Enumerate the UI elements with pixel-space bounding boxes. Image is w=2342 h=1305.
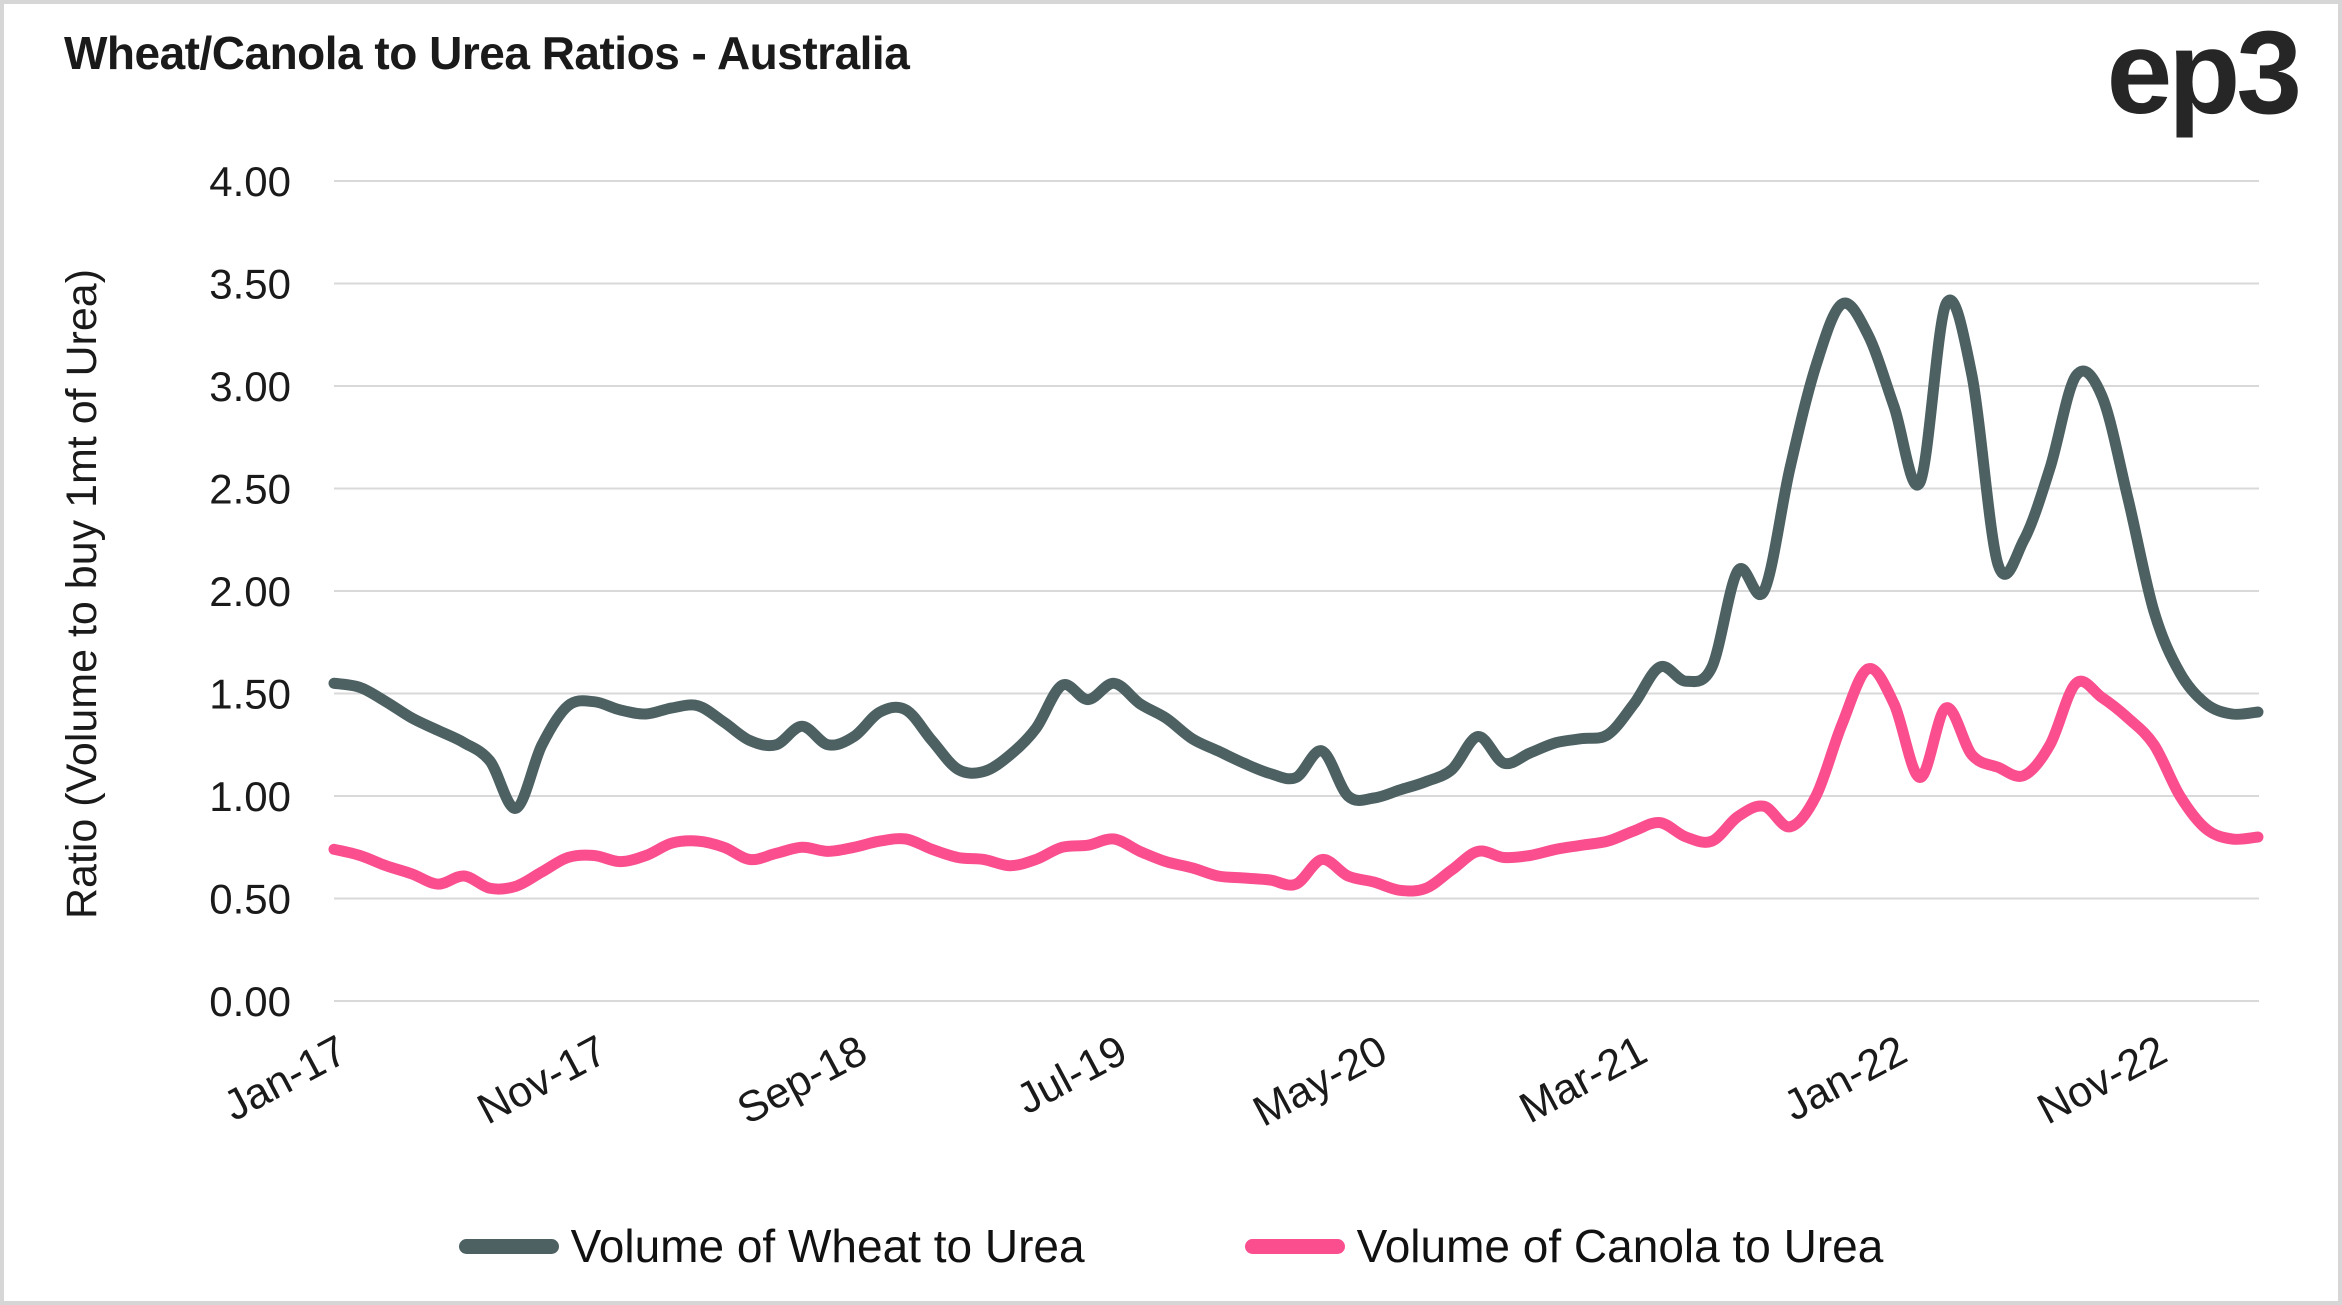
canola-series-line (328, 663, 2264, 897)
chart-title: Wheat/Canola to Urea Ratios - Australia (64, 27, 910, 79)
legend-label-canola: Volume of Canola to Urea (1356, 1220, 1884, 1272)
ep3-logo: ep3 (2106, 7, 2302, 139)
y-axis-title: Ratio (Volume to buy 1mt of Urea) (58, 269, 106, 919)
y-tick-label: 0.00 (209, 978, 291, 1025)
legend-item-wheat: Volume of Wheat to Urea (458, 1219, 1085, 1273)
x-tick-label: Nov-22 (2030, 1026, 2175, 1133)
legend-item-canola: Volume of Canola to Urea (1244, 1219, 1884, 1273)
y-tick-label: 0.50 (209, 876, 291, 923)
legend-label-wheat: Volume of Wheat to Urea (570, 1220, 1085, 1272)
y-tick-label: 3.00 (209, 363, 291, 410)
x-tick-label: Jan-17 (216, 1026, 355, 1130)
y-tick-label: 3.50 (209, 261, 291, 308)
x-tick-label: Jul-19 (1009, 1026, 1135, 1123)
y-tick-label: 1.00 (209, 773, 291, 820)
x-tick-label: May-20 (1246, 1026, 1395, 1136)
y-tick-label: 4.00 (209, 158, 291, 205)
y-tick-label: 1.50 (209, 671, 291, 718)
x-tick-label: Sep-18 (730, 1026, 875, 1133)
wheat-line-swatch (458, 1238, 559, 1254)
x-tick-label: Nov-17 (470, 1026, 615, 1133)
canola-line-swatch (1244, 1238, 1345, 1254)
line-chart: 0.00 0.50 1.00 1.50 2.00 2.50 3.00 3.50 4.00 Rati… (58, 158, 2264, 1136)
x-tick-label: Jan-22 (1776, 1026, 1915, 1130)
y-tick-label: 2.50 (209, 466, 291, 513)
wheat-series-line (328, 294, 2264, 814)
x-tick-label: Mar-21 (1512, 1026, 1655, 1132)
y-tick-label: 2.00 (209, 568, 291, 615)
chart-legend: Volume of Wheat to Urea Volume of Canola… (4, 1219, 2338, 1273)
